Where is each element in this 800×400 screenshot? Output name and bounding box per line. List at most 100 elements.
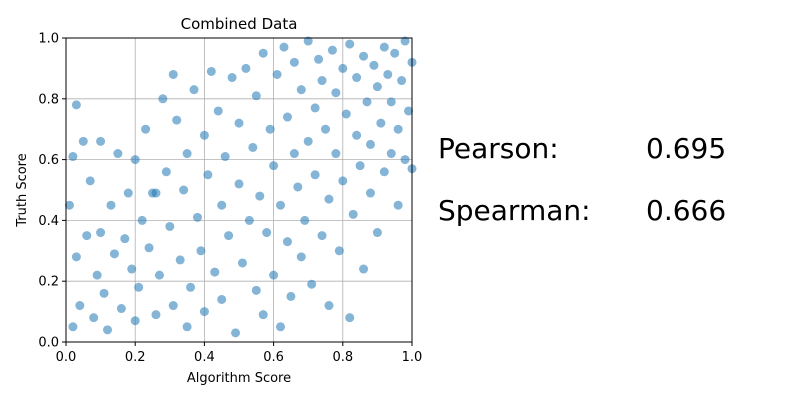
scatter-point xyxy=(96,228,106,238)
axes-frame xyxy=(65,37,413,343)
scatter-point xyxy=(144,243,154,253)
scatter-point xyxy=(359,51,369,61)
scatter-point xyxy=(310,103,320,113)
scatter-point xyxy=(282,112,292,122)
scatter-point xyxy=(393,124,403,134)
scatter-point xyxy=(310,170,320,180)
scatter-point xyxy=(116,304,126,314)
scatter-point xyxy=(397,76,407,86)
y-ticks: 0.0 0.2 0.4 0.6 0.8 1.0 xyxy=(38,32,66,351)
scatter-point xyxy=(244,215,254,225)
y-tick-label: 1.0 xyxy=(38,32,59,47)
scatter-point xyxy=(393,200,403,210)
y-tick-label: 0.0 xyxy=(38,336,59,351)
scatter-point xyxy=(96,136,106,146)
scatter-point xyxy=(365,188,375,198)
scatter-point xyxy=(251,285,261,295)
scatter-point xyxy=(334,246,344,256)
x-tick-label: 0.6 xyxy=(263,350,284,365)
scatter-point xyxy=(383,69,393,79)
scatter-point xyxy=(303,36,313,46)
scatter-point xyxy=(106,200,116,210)
scatter-point xyxy=(286,291,296,301)
scatter-point xyxy=(127,264,137,274)
scatter-point xyxy=(258,310,268,320)
scatter-point xyxy=(165,221,175,231)
scatter-point xyxy=(390,48,400,58)
scatter-point xyxy=(262,228,272,238)
y-tick-label: 0.8 xyxy=(38,92,59,107)
scatter-point xyxy=(141,124,151,134)
scatter-point xyxy=(269,270,279,280)
scatter-point xyxy=(317,76,327,86)
scatter-point xyxy=(224,231,234,241)
scatter-point xyxy=(71,100,81,110)
scatter-point xyxy=(89,313,99,323)
scatter-point xyxy=(179,185,189,195)
scatter-point xyxy=(251,91,261,101)
scatter-point xyxy=(300,215,310,225)
spearman-value: 0.666 xyxy=(646,194,726,227)
scatter-point xyxy=(269,161,279,171)
scatter-point xyxy=(189,85,199,95)
scatter-point xyxy=(172,115,182,125)
scatter-point xyxy=(210,267,220,277)
scatter-point xyxy=(154,270,164,280)
scatter-point xyxy=(68,322,78,332)
scatter-point xyxy=(321,124,330,134)
scatter-point xyxy=(134,282,144,292)
scatter-point xyxy=(276,322,286,332)
scatter-point xyxy=(151,310,161,320)
scatter-point xyxy=(331,149,341,159)
scatter-point xyxy=(109,249,119,259)
scatter-point xyxy=(327,45,337,55)
scatter-point xyxy=(272,69,282,79)
scatter-point xyxy=(158,94,168,104)
scatter-point xyxy=(338,176,348,186)
scatter-point xyxy=(303,136,313,146)
scatter-point xyxy=(359,264,369,274)
scatter-point xyxy=(265,124,275,134)
scatter-point xyxy=(168,69,178,79)
x-tick-label: 1.0 xyxy=(402,350,423,365)
y-tick-label: 0.4 xyxy=(38,214,59,229)
scatter-point xyxy=(151,188,161,198)
scatter-point xyxy=(289,57,299,67)
x-tick-label: 0.4 xyxy=(194,350,215,365)
y-tick-label: 0.6 xyxy=(38,153,59,168)
scatter-point xyxy=(338,63,348,73)
scatter-point xyxy=(231,328,241,338)
scatter-point xyxy=(369,60,379,70)
scatter-point xyxy=(182,149,192,159)
scatter-point xyxy=(113,149,123,159)
scatter-point xyxy=(199,307,209,317)
scatter-point xyxy=(120,234,130,244)
scatter-point xyxy=(355,161,365,171)
scatter-point xyxy=(241,63,251,73)
scatter-point xyxy=(296,252,306,262)
scatter-point xyxy=(161,167,171,177)
scatter-point xyxy=(206,66,216,76)
scatter-point xyxy=(199,130,209,140)
scatter-point xyxy=(103,325,113,335)
scatter-point xyxy=(75,301,85,311)
scatter-point xyxy=(68,152,78,162)
scatter-point xyxy=(324,194,334,204)
scatter-point xyxy=(220,152,230,162)
chart-title: Combined Data xyxy=(181,15,298,33)
scatter-point xyxy=(379,167,389,177)
scatter-point xyxy=(282,237,292,247)
scatter-point xyxy=(182,322,192,332)
scatter-point xyxy=(203,170,213,180)
scatter-point xyxy=(258,48,268,58)
scatter-point xyxy=(331,88,341,98)
scatter-point xyxy=(341,109,351,119)
scatter-point xyxy=(168,301,178,311)
scatter-point xyxy=(345,39,355,49)
scatter-point xyxy=(362,97,372,107)
scatter-point xyxy=(324,301,334,311)
scatter-point xyxy=(64,200,74,210)
scatter-point xyxy=(175,255,185,265)
scatter-point xyxy=(365,139,375,149)
